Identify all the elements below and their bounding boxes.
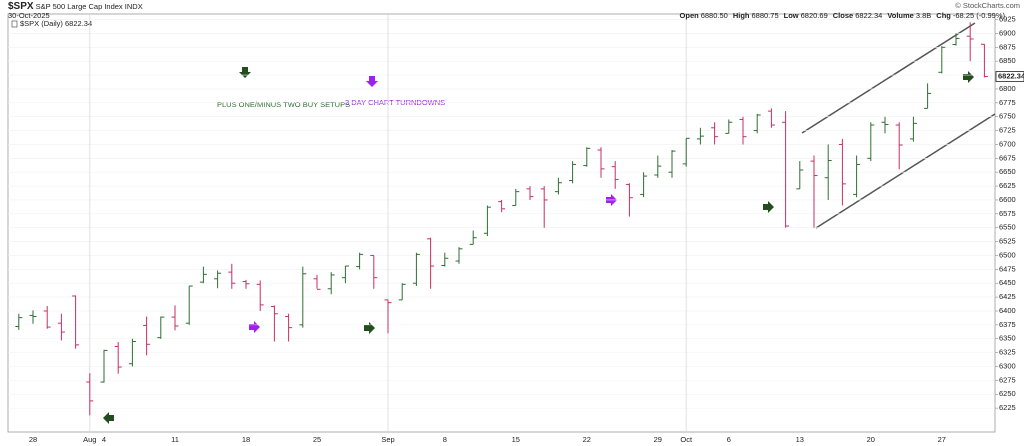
arrow-right-green bbox=[763, 201, 774, 213]
annotation: 3 DAY CHART TURNDOWNS bbox=[345, 98, 445, 107]
legend-label: $SPX (Daily) 6822.34 bbox=[20, 19, 92, 28]
y-tick-label: 6675 bbox=[999, 153, 1016, 162]
y-tick-label: 6725 bbox=[999, 126, 1016, 135]
quote-label: High bbox=[732, 11, 750, 20]
plot-frame bbox=[7, 13, 996, 433]
arrow-left-green bbox=[103, 412, 114, 424]
index-name: S&P 500 Large Cap Index bbox=[35, 2, 123, 11]
x-tick-label: Oct bbox=[680, 435, 693, 444]
x-tick-label: 6 bbox=[727, 435, 731, 444]
x-tick-label: 27 bbox=[938, 435, 946, 444]
x-tick-label: Sep bbox=[381, 435, 394, 444]
y-tick-label: 6400 bbox=[999, 306, 1016, 315]
quote: Open 6880.50 High 6880.75 Low 6820.69 Close 682… bbox=[680, 11, 1010, 20]
y-tick-label: 6775 bbox=[999, 98, 1016, 107]
y-tick-label: 6875 bbox=[999, 42, 1016, 51]
quote-label: Open bbox=[679, 11, 699, 20]
x-tick-label: 28 bbox=[29, 435, 37, 444]
x-tick-label: 4 bbox=[102, 435, 106, 444]
x-tick-label: 25 bbox=[313, 435, 321, 444]
x-tick-label: 11 bbox=[171, 435, 179, 444]
y-tick-label: 6600 bbox=[999, 195, 1016, 204]
y-tick-label: 6450 bbox=[999, 278, 1016, 287]
date: 30-Oct-2025 bbox=[8, 11, 50, 20]
x-tick-label: 8 bbox=[443, 435, 447, 444]
annotation: PLUS ONE/MINUS TWO BUY SETUPS bbox=[217, 100, 350, 109]
x-tick-label: 13 bbox=[796, 435, 804, 444]
channel-upper bbox=[801, 22, 976, 134]
y-tick-label: 6700 bbox=[999, 139, 1016, 148]
x-tick-label: 15 bbox=[512, 435, 520, 444]
price-tag: 6822.34 bbox=[998, 72, 1024, 81]
quote-value: 6880.50 bbox=[700, 11, 728, 20]
channel bbox=[801, 22, 996, 229]
y-tick-label: 6300 bbox=[999, 361, 1016, 370]
price-tag-box bbox=[995, 71, 1024, 82]
y-tick-label: 6550 bbox=[999, 223, 1016, 232]
channel-lower bbox=[815, 113, 996, 229]
y-tick-label: 6225 bbox=[999, 403, 1016, 412]
y-tick-label: 6925 bbox=[999, 15, 1016, 24]
y-tick-label: 6475 bbox=[999, 264, 1016, 273]
y-tick-label: 6500 bbox=[999, 250, 1016, 259]
y-tick-label: 6750 bbox=[999, 112, 1016, 121]
y-tick-label: 6625 bbox=[999, 181, 1016, 190]
quote-value: -68.25 (-0.99%) bbox=[952, 11, 1005, 20]
x-tick-label: 22 bbox=[583, 435, 591, 444]
y-tick-label: 6275 bbox=[999, 375, 1016, 384]
title: $SPX S&P 500 Large Cap Index INDX bbox=[8, 1, 143, 12]
quote-value: 3.8B bbox=[915, 11, 932, 20]
arrow-right-purple bbox=[249, 321, 260, 333]
legend-icon bbox=[11, 20, 18, 28]
y-tick-label: 6325 bbox=[999, 348, 1016, 357]
quote-label: Low bbox=[783, 11, 799, 20]
y-tick-label: 6350 bbox=[999, 334, 1016, 343]
symbol: $SPX bbox=[8, 1, 34, 12]
x-tick-label: 29 bbox=[654, 435, 662, 444]
x-tick-label: Aug bbox=[83, 435, 96, 444]
quote-value: 6822.34 bbox=[855, 11, 883, 20]
arrow-down-purple bbox=[366, 76, 378, 87]
arrows bbox=[103, 67, 974, 424]
y-tick-label: 6650 bbox=[999, 167, 1016, 176]
y-tick-label: 6900 bbox=[999, 28, 1016, 37]
x-tick-label: 20 bbox=[867, 435, 875, 444]
y-tick-label: 6575 bbox=[999, 209, 1016, 218]
arrow-down-green bbox=[239, 67, 251, 78]
arrow-right-green bbox=[364, 322, 375, 334]
exchange: INDX bbox=[124, 2, 143, 11]
y-tick-label: 6800 bbox=[999, 84, 1016, 93]
quote-label: Chg bbox=[936, 11, 951, 20]
y-tick-label: 6850 bbox=[999, 56, 1016, 65]
quote-label: Close bbox=[832, 11, 854, 20]
y-tick-label: 6525 bbox=[999, 237, 1016, 246]
credit: © StockCharts.com bbox=[955, 1, 1020, 10]
quote-value: 6820.69 bbox=[800, 11, 828, 20]
y-tick-label: 6375 bbox=[999, 320, 1016, 329]
quote-value: 6880.75 bbox=[751, 11, 779, 20]
quote-label: Volume bbox=[887, 11, 914, 20]
arrow-right-green bbox=[963, 71, 974, 83]
y-tick-label: 6250 bbox=[999, 389, 1016, 398]
x-tick-label: 18 bbox=[242, 435, 250, 444]
y-tick-label: 6425 bbox=[999, 292, 1016, 301]
